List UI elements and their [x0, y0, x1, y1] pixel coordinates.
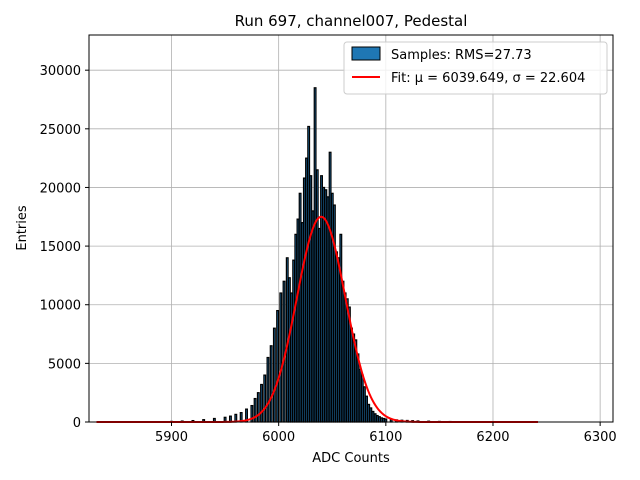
hist-bar: [339, 233, 343, 423]
hist-bar: [356, 353, 360, 423]
hist-bar: [272, 327, 276, 423]
hist-bar: [266, 356, 270, 423]
hist-bar: [290, 292, 293, 423]
hist-bar: [260, 383, 263, 423]
hist-bar: [335, 251, 338, 423]
hist-bar: [313, 87, 317, 423]
hist-bar: [341, 280, 345, 423]
hist-bar: [326, 196, 330, 423]
y-tick-label: 25000: [40, 123, 81, 138]
legend-box: [343, 41, 608, 95]
hist-bar: [294, 233, 298, 423]
hist-bar: [362, 386, 366, 423]
x-tick-label: 5900: [155, 430, 188, 445]
hist-bar: [296, 218, 300, 423]
hist-bar: [302, 177, 306, 423]
hist-bar: [337, 257, 341, 423]
hist-bar: [300, 222, 304, 423]
plot-frame: [88, 34, 614, 423]
y-tick-label: 15000: [40, 240, 81, 255]
hist-bar: [367, 403, 371, 423]
hist-bar: [324, 189, 328, 423]
hist-bar: [369, 407, 373, 423]
x-tick-label: 6300: [584, 430, 617, 445]
hist-bar: [332, 204, 336, 423]
hist-bar: [322, 186, 326, 423]
hist-bar: [298, 192, 302, 423]
y-axis-ticks: 0 5000 10000 15000 20000 25000 30000: [40, 64, 89, 431]
x-axis-label: ADC Counts: [312, 451, 390, 466]
legend: Samples: RMS=27.73 Fit: μ = 6039.649, σ …: [343, 41, 608, 95]
hist-bar: [343, 292, 347, 423]
x-tick-label: 6200: [476, 430, 509, 445]
hist-bar: [263, 374, 267, 423]
legend-samples-swatch: [351, 46, 381, 61]
hist-bar: [276, 309, 280, 423]
histogram: [170, 87, 452, 423]
y-tick-label: 30000: [40, 64, 81, 79]
hist-bar: [311, 210, 315, 423]
hist-bar: [365, 395, 368, 423]
x-tick-label: 6000: [262, 430, 295, 445]
hist-bar: [345, 298, 349, 423]
hist-bar: [279, 292, 283, 423]
hist-bar: [375, 414, 379, 423]
hist-bar: [382, 417, 386, 423]
hist-bar: [371, 410, 375, 423]
hist-bar: [328, 151, 332, 423]
hist-bar: [360, 374, 364, 423]
hist-bar: [350, 327, 353, 423]
x-axis-ticks: 5900 6000 6100 6200 6300: [155, 422, 617, 445]
hist-bar: [373, 413, 377, 423]
y-axis-label: Entries: [15, 205, 30, 251]
legend-samples-label: Samples: RMS=27.73: [391, 48, 532, 63]
hist-bar: [377, 416, 381, 423]
hist-bar: [317, 227, 321, 423]
hist-bar: [309, 175, 313, 423]
hist-bar: [315, 169, 319, 423]
hist-bar: [352, 333, 356, 423]
hist-bar: [307, 125, 311, 423]
hist-bar: [358, 368, 362, 423]
hist-bar: [269, 345, 273, 423]
legend-fit-label: Fit: μ = 6039.649, σ = 22.604: [391, 71, 585, 86]
hist-bar: [380, 417, 383, 423]
hist-bar: [292, 259, 296, 423]
y-tick-label: 5000: [48, 357, 81, 372]
hist-bar: [320, 175, 323, 423]
y-tick-label: 20000: [40, 181, 81, 196]
hist-bar: [305, 157, 308, 423]
chart-title: Run 697, channel007, Pedestal: [235, 12, 468, 30]
x-tick-label: 6100: [369, 430, 402, 445]
y-tick-label: 0: [73, 416, 81, 431]
hist-bar: [253, 397, 257, 423]
hist-bar: [287, 277, 291, 423]
hist-bar: [256, 392, 260, 423]
hist-bar: [282, 280, 286, 423]
y-tick-label: 10000: [40, 299, 81, 314]
hist-bar: [330, 192, 334, 423]
